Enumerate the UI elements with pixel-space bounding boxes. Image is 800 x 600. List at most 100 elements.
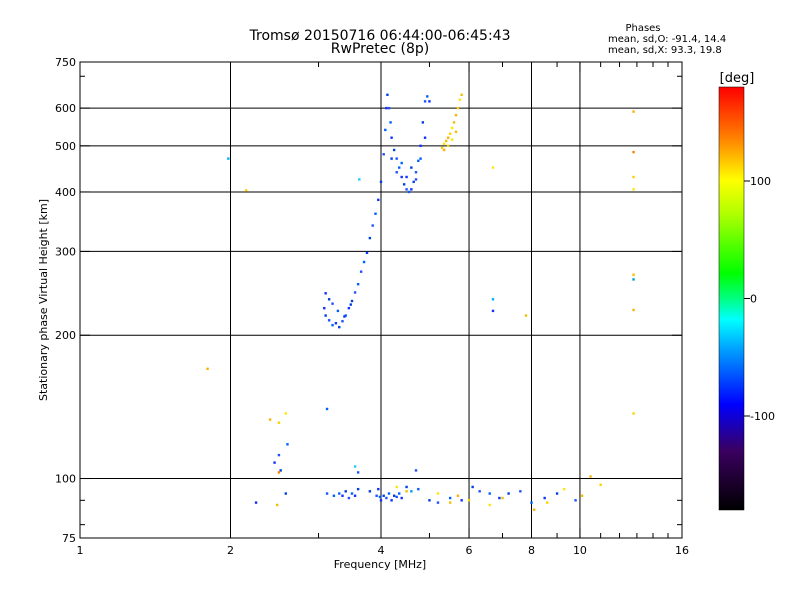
data-point-x bbox=[458, 98, 461, 101]
data-point-o bbox=[331, 323, 334, 327]
data-point-o bbox=[277, 453, 281, 457]
data-point-o bbox=[395, 495, 398, 499]
data-point-o bbox=[331, 302, 334, 305]
data-point-x bbox=[452, 121, 456, 124]
x-tick-label: 6 bbox=[466, 544, 473, 557]
data-point-o bbox=[417, 487, 420, 491]
data-point-o bbox=[377, 198, 380, 202]
data-point-o bbox=[332, 494, 336, 497]
data-point-o bbox=[400, 161, 403, 165]
data-point-o bbox=[436, 501, 440, 504]
x-tick-label: 16 bbox=[675, 544, 689, 557]
data-point-o bbox=[327, 319, 331, 322]
x-tick-label: 2 bbox=[227, 544, 234, 557]
data-point-o bbox=[414, 469, 418, 472]
data-point-o bbox=[343, 315, 346, 318]
data-point-o bbox=[356, 283, 360, 286]
data-point-x bbox=[589, 475, 592, 478]
data-point-x bbox=[448, 132, 452, 135]
data-point-o bbox=[400, 175, 403, 179]
data-point-x bbox=[532, 508, 536, 511]
data-point-other bbox=[632, 150, 635, 154]
data-point-o bbox=[419, 144, 422, 148]
data-point-o bbox=[405, 485, 408, 489]
data-points bbox=[206, 93, 635, 511]
data-point-o bbox=[353, 291, 357, 294]
data-point-o bbox=[323, 306, 326, 310]
data-point-o bbox=[336, 309, 340, 313]
data-point-o bbox=[353, 494, 357, 497]
data-point-o bbox=[382, 153, 385, 156]
data-point-o bbox=[341, 494, 344, 497]
y-tick-labels: 75 100 200 300 400 500 600 750 bbox=[55, 56, 76, 545]
data-point-o bbox=[417, 159, 420, 163]
data-point-o bbox=[368, 490, 372, 493]
data-point-o bbox=[421, 121, 425, 124]
data-point-x bbox=[450, 126, 454, 130]
data-point-x bbox=[580, 494, 584, 497]
data-point-x bbox=[467, 499, 471, 502]
data-point-x bbox=[546, 501, 549, 504]
data-point-o bbox=[344, 314, 347, 317]
data-point-o bbox=[423, 100, 427, 103]
data-point-o bbox=[392, 494, 396, 497]
data-point-x bbox=[456, 106, 460, 110]
colorbar-tick-label: 100 bbox=[750, 175, 771, 188]
data-point-o bbox=[377, 487, 380, 491]
data-point-o bbox=[412, 180, 415, 184]
data-point-other bbox=[491, 298, 495, 301]
data-point-x bbox=[456, 494, 460, 497]
y-tick-label: 600 bbox=[55, 102, 76, 115]
x-tick-label: 1 bbox=[77, 544, 84, 557]
y-tick-label: 100 bbox=[55, 473, 76, 486]
data-point-o bbox=[419, 157, 422, 160]
data-point-o bbox=[362, 260, 366, 264]
x-tick-label: 10 bbox=[573, 544, 587, 557]
data-point-x bbox=[440, 146, 444, 150]
data-point-o bbox=[414, 178, 418, 181]
data-point-o bbox=[498, 496, 501, 500]
data-point-o bbox=[349, 303, 352, 306]
data-point-o bbox=[405, 188, 408, 191]
data-point-x bbox=[446, 136, 450, 139]
data-point-x bbox=[524, 314, 528, 317]
data-point-o bbox=[390, 157, 393, 160]
data-point-x bbox=[491, 166, 495, 169]
data-point-o bbox=[254, 501, 258, 504]
data-point-o bbox=[392, 148, 396, 152]
data-point-o bbox=[426, 95, 429, 98]
legend-line-o: mean, sd,O: -91.4, 14.4 bbox=[608, 34, 726, 45]
data-point-o bbox=[387, 106, 391, 110]
data-point-o bbox=[400, 496, 403, 500]
x-tick-label: 4 bbox=[378, 544, 385, 557]
data-point-o bbox=[382, 494, 385, 497]
data-point-x bbox=[599, 483, 602, 487]
data-point-o bbox=[410, 188, 413, 191]
chart-title: Tromsø 20150716 06:44:00-06:45:43 bbox=[249, 28, 511, 44]
data-point-o bbox=[286, 443, 289, 446]
x-axis-label: Frequency [MHz] bbox=[334, 558, 426, 571]
data-point-o bbox=[389, 121, 392, 124]
data-point-o bbox=[350, 299, 354, 303]
data-point-x bbox=[450, 138, 454, 141]
x-tick-labels: 1 2 4 6 8 10 16 bbox=[77, 544, 690, 557]
data-point-o bbox=[284, 492, 287, 495]
data-point-o bbox=[448, 496, 452, 500]
data-point-o bbox=[327, 298, 331, 301]
data-point-o bbox=[398, 166, 401, 169]
data-point-x bbox=[632, 308, 635, 312]
data-point-o bbox=[390, 499, 393, 502]
y-axis-label: Stationary phase Virtual Height [km] bbox=[37, 199, 50, 401]
data-point-x bbox=[632, 175, 635, 179]
axis-ticks bbox=[79, 61, 683, 539]
data-point-o bbox=[279, 469, 282, 472]
data-point-o bbox=[374, 212, 377, 215]
data-point-x bbox=[277, 421, 281, 424]
data-point-o bbox=[488, 492, 491, 495]
data-point-o bbox=[368, 236, 372, 240]
data-point-o bbox=[414, 171, 418, 174]
data-point-o bbox=[365, 251, 369, 255]
data-point-x bbox=[276, 503, 279, 507]
data-point-x bbox=[268, 418, 272, 421]
data-point-o bbox=[371, 224, 374, 227]
